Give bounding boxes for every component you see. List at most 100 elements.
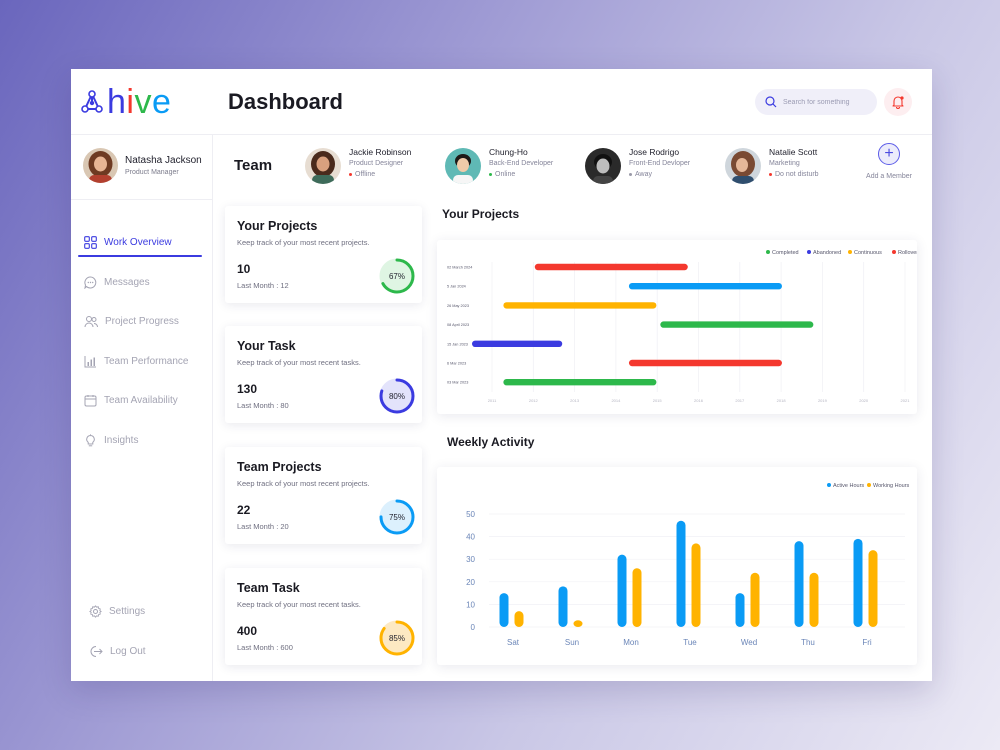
- bell-icon: [892, 96, 904, 109]
- sidebar-item-team-performance[interactable]: Team Performance: [71, 342, 213, 382]
- team-member[interactable]: Jackie Robinson Product Designer Offline: [305, 147, 411, 184]
- x-tick-label: 2018: [777, 398, 787, 403]
- active-hours-bar[interactable]: [853, 538, 863, 627]
- x-tick-label: 2015: [653, 398, 663, 403]
- working-hours-bar[interactable]: [632, 568, 642, 627]
- active-hours-bar[interactable]: [735, 593, 745, 627]
- legend-dot: [766, 250, 770, 254]
- search-bar[interactable]: [755, 89, 877, 115]
- card-title: Your Projects: [237, 219, 318, 233]
- status-text: Online: [495, 171, 516, 178]
- member-name: Chung-Ho: [489, 147, 528, 157]
- x-tick-label: Tue: [683, 638, 697, 647]
- x-tick-label: Wed: [741, 638, 757, 647]
- your-projects-card[interactable]: Your Projects Keep track of your most re…: [225, 206, 422, 303]
- chat-icon: [84, 276, 97, 289]
- logo[interactable]: hive: [81, 85, 171, 119]
- legend-label: Working Hours: [873, 483, 910, 489]
- active-hours-bar[interactable]: [558, 586, 568, 627]
- gantt-bar[interactable]: [628, 359, 782, 367]
- sidebar-item-label: Team Availability: [104, 395, 178, 407]
- working-hours-bar[interactable]: [868, 550, 878, 627]
- settings-button[interactable]: Settings: [71, 592, 213, 632]
- avatar: [725, 148, 761, 184]
- member-name: Jose Rodrigo: [629, 147, 680, 157]
- logout-button[interactable]: Log Out: [71, 632, 213, 672]
- sidebar-item-label: Project Progress: [105, 316, 179, 328]
- search-input[interactable]: [783, 98, 867, 106]
- progress-ring: 80%: [379, 378, 415, 414]
- top-header: hive Dashboard: [71, 69, 932, 135]
- logo-letter: i: [126, 83, 135, 121]
- team-projects-card[interactable]: Team Projects Keep track of your most re…: [225, 447, 422, 544]
- working-hours-bar[interactable]: [750, 572, 760, 627]
- y-tick-label: 10: [466, 600, 475, 609]
- logo-letter: e: [151, 83, 172, 121]
- gantt-bar[interactable]: [503, 379, 657, 386]
- card-title: Your Task: [237, 339, 296, 353]
- legend-dot: [807, 250, 811, 254]
- member-status: Do not disturb: [769, 171, 819, 178]
- legend-label: Abandoned: [813, 250, 841, 256]
- gantt-bar[interactable]: [628, 283, 782, 290]
- app-window: hive Dashboard: [71, 69, 932, 681]
- x-tick-label: Sun: [565, 638, 579, 647]
- sidebar-item-label: Messages: [104, 276, 150, 288]
- notifications-button[interactable]: [884, 88, 912, 116]
- active-hours-bar[interactable]: [499, 593, 509, 627]
- team-member[interactable]: Natalie Scott Marketing Do not disturb: [725, 147, 819, 184]
- working-hours-bar[interactable]: [809, 572, 819, 627]
- logo-text: hive: [107, 85, 171, 119]
- team-member[interactable]: Chung-Ho Back-End Developer Online: [445, 147, 553, 184]
- progress-ring: 85%: [379, 620, 415, 656]
- card-last-month: Last Month : 80: [237, 401, 289, 410]
- active-hours-bar[interactable]: [794, 541, 804, 627]
- projects-gantt-panel: Completed Abandoned Continuous Rollover 2011…: [437, 240, 918, 414]
- working-hours-bar[interactable]: [691, 543, 701, 627]
- status-dot: [489, 173, 492, 176]
- sidebar-item-insights[interactable]: Insights: [71, 421, 213, 461]
- avatar: [445, 148, 481, 184]
- plus-icon: +: [878, 143, 900, 165]
- y-tick-label: 30: [466, 555, 475, 564]
- profile-name: Natasha Jackson: [125, 155, 202, 166]
- x-tick-label: 2020: [859, 398, 869, 403]
- active-hours-bar[interactable]: [617, 554, 627, 627]
- gantt-bar[interactable]: [534, 263, 688, 271]
- percent-label: 80%: [388, 391, 405, 401]
- card-last-month: Last Month : 20: [237, 522, 289, 531]
- active-hours-bar[interactable]: [676, 520, 686, 627]
- y-tick-label: 50: [466, 510, 475, 519]
- gantt-bar[interactable]: [503, 302, 657, 309]
- card-subtitle: Keep track of your most recent tasks.: [237, 358, 361, 367]
- user-profile[interactable]: Natasha Jackson Product Manager: [83, 148, 202, 183]
- settings-label: Settings: [109, 606, 146, 618]
- gantt-chart: Completed Abandoned Continuous Rollover 2011…: [447, 250, 918, 403]
- sidebar-item-team-availability[interactable]: Team Availability: [71, 381, 213, 421]
- status-dot: [769, 173, 772, 176]
- x-tick-label: 2016: [694, 398, 704, 403]
- member-role: Product Designer: [349, 160, 404, 167]
- team-member[interactable]: Jose Rodrigo Front-End Devloper Away: [585, 147, 690, 184]
- activity-section-title: Weekly Activity: [447, 435, 535, 449]
- logout-label: Log Out: [110, 645, 146, 657]
- member-status: Online: [489, 171, 553, 178]
- working-hours-bar[interactable]: [573, 620, 583, 627]
- gantt-bar[interactable]: [660, 321, 814, 328]
- row-label: 26 May 2023: [447, 304, 469, 308]
- sidebar-item-messages[interactable]: Messages: [71, 263, 213, 303]
- team-task-card[interactable]: Team Task Keep track of your most recent…: [225, 568, 422, 665]
- progress-ring: 67%: [379, 258, 415, 294]
- divider: [71, 199, 213, 200]
- your-task-card[interactable]: Your Task Keep track of your most recent…: [225, 326, 422, 423]
- status-text: Do not disturb: [775, 171, 819, 178]
- y-tick-label: 0: [471, 623, 476, 632]
- sidebar-bottom: Settings Log Out: [71, 592, 213, 671]
- sidebar-item-work-overview[interactable]: Work Overview: [71, 223, 213, 263]
- gantt-bar[interactable]: [472, 340, 563, 347]
- chart-icon: [84, 355, 96, 368]
- add-member-button[interactable]: + Add a Member: [862, 143, 916, 180]
- working-hours-bar[interactable]: [514, 611, 524, 627]
- legend-dot: [848, 250, 852, 254]
- sidebar-item-project-progress[interactable]: Project Progress: [71, 302, 213, 342]
